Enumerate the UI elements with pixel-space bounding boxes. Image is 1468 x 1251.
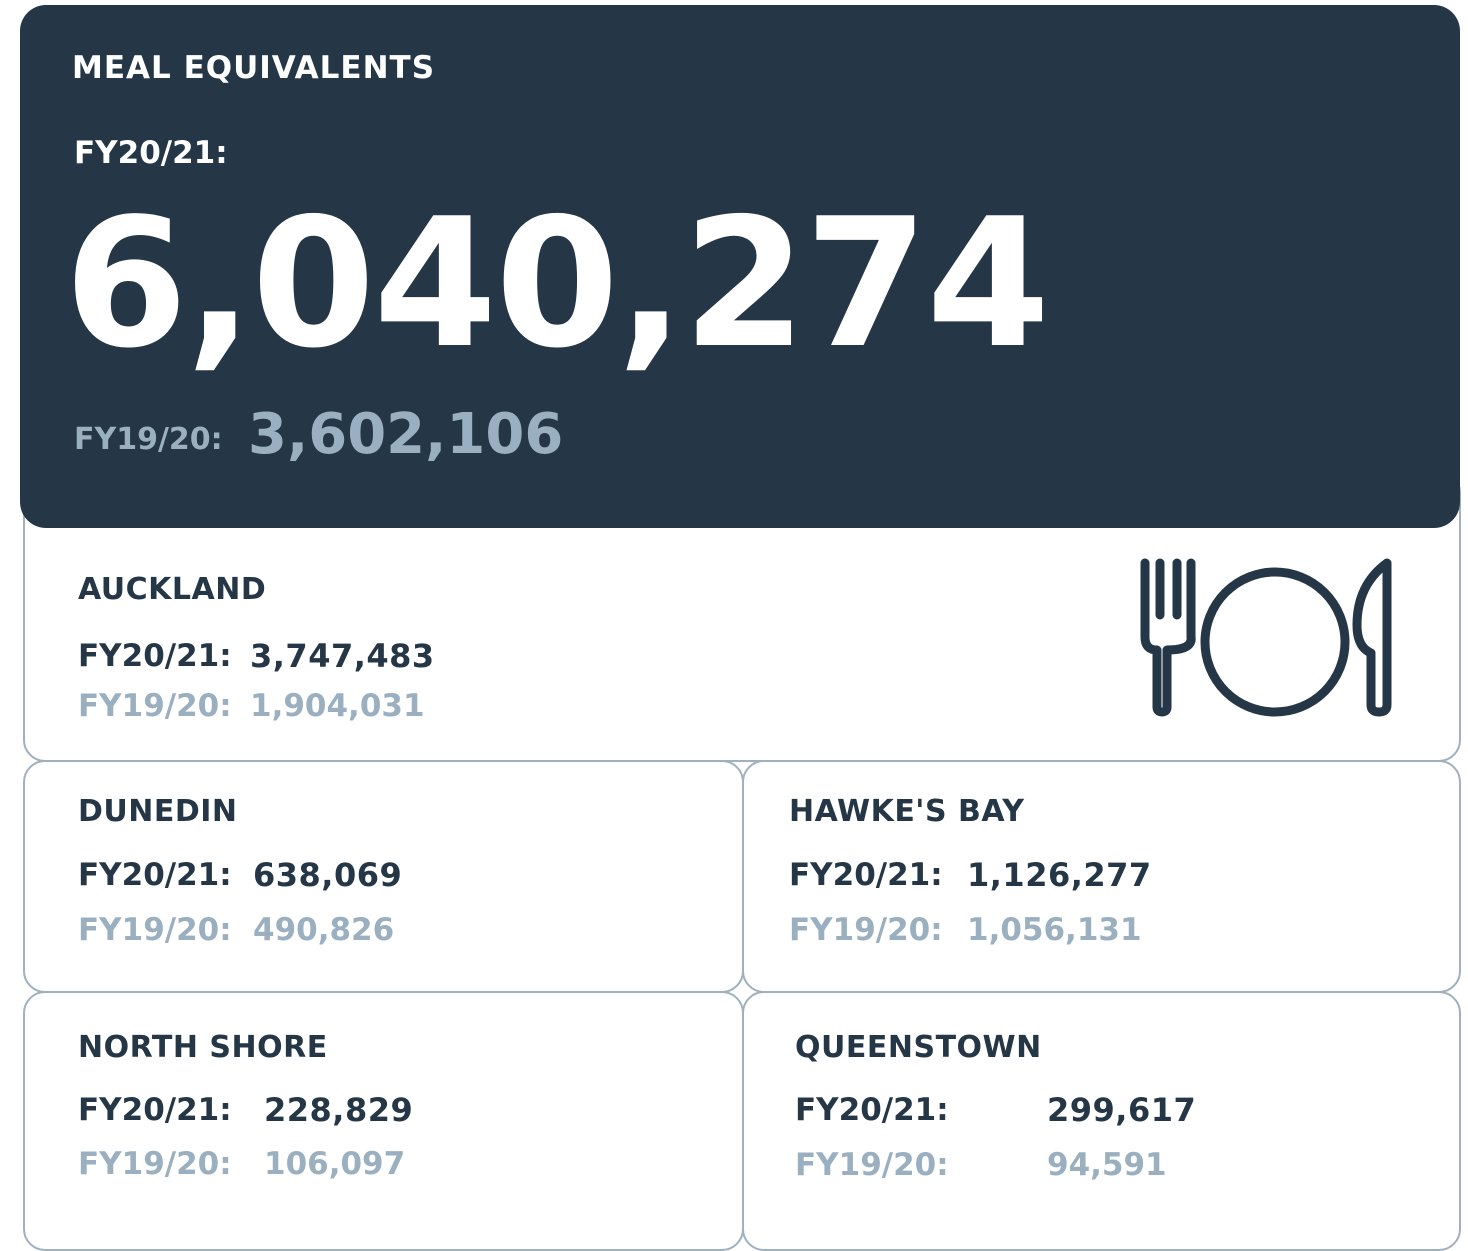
- previous-value: 1,904,031: [250, 688, 425, 724]
- cutlery-icon: [1140, 558, 1392, 717]
- region-name: AUCKLAND: [78, 572, 267, 607]
- knife: [1352, 558, 1392, 717]
- header-card: [20, 5, 1460, 528]
- previous-label: FY19/20:: [78, 912, 232, 948]
- previous-value: 94,591: [1047, 1147, 1167, 1183]
- previous-value: 490,826: [253, 912, 395, 948]
- fork-tines: [1155, 558, 1182, 620]
- fork: [1140, 558, 1196, 717]
- current-value: 3,747,483: [250, 637, 435, 675]
- region-name: DUNEDIN: [78, 794, 238, 829]
- plate: [1200, 567, 1350, 717]
- current-value: 6,040,274: [64, 180, 1050, 387]
- previous-value: 1,056,131: [967, 912, 1142, 948]
- current-value: 1,126,277: [967, 856, 1152, 894]
- previous-label: FY19/20:: [789, 912, 943, 948]
- previous-label: FY19/20:: [795, 1147, 949, 1183]
- previous-value: 106,097: [264, 1146, 406, 1182]
- current-value: 638,069: [253, 856, 403, 894]
- region-card: [23, 760, 744, 993]
- current-value: 299,617: [1047, 1091, 1197, 1129]
- current-label: FY20/21:: [78, 638, 232, 674]
- region-card: [23, 991, 744, 1251]
- region-name: NORTH SHORE: [78, 1030, 328, 1065]
- previous-label: FY19/20:: [78, 1146, 232, 1182]
- previous-value: 3,602,106: [248, 402, 564, 467]
- current-label: FY20/21:: [78, 1092, 232, 1128]
- current-label: FY20/21:: [78, 857, 232, 893]
- header-title: MEAL EQUIVALENTS: [72, 50, 436, 86]
- current-label: FY20/21:: [789, 857, 943, 893]
- region-name: QUEENSTOWN: [795, 1030, 1042, 1065]
- current-label: FY20/21:: [795, 1092, 949, 1128]
- current-value: 228,829: [264, 1091, 414, 1129]
- previous-label: FY19/20:: [78, 688, 232, 724]
- region-card: [742, 991, 1461, 1251]
- region-name: HAWKE'S BAY: [789, 794, 1025, 829]
- current-label: FY20/21:: [74, 135, 228, 171]
- previous-label: FY19/20:: [74, 422, 223, 457]
